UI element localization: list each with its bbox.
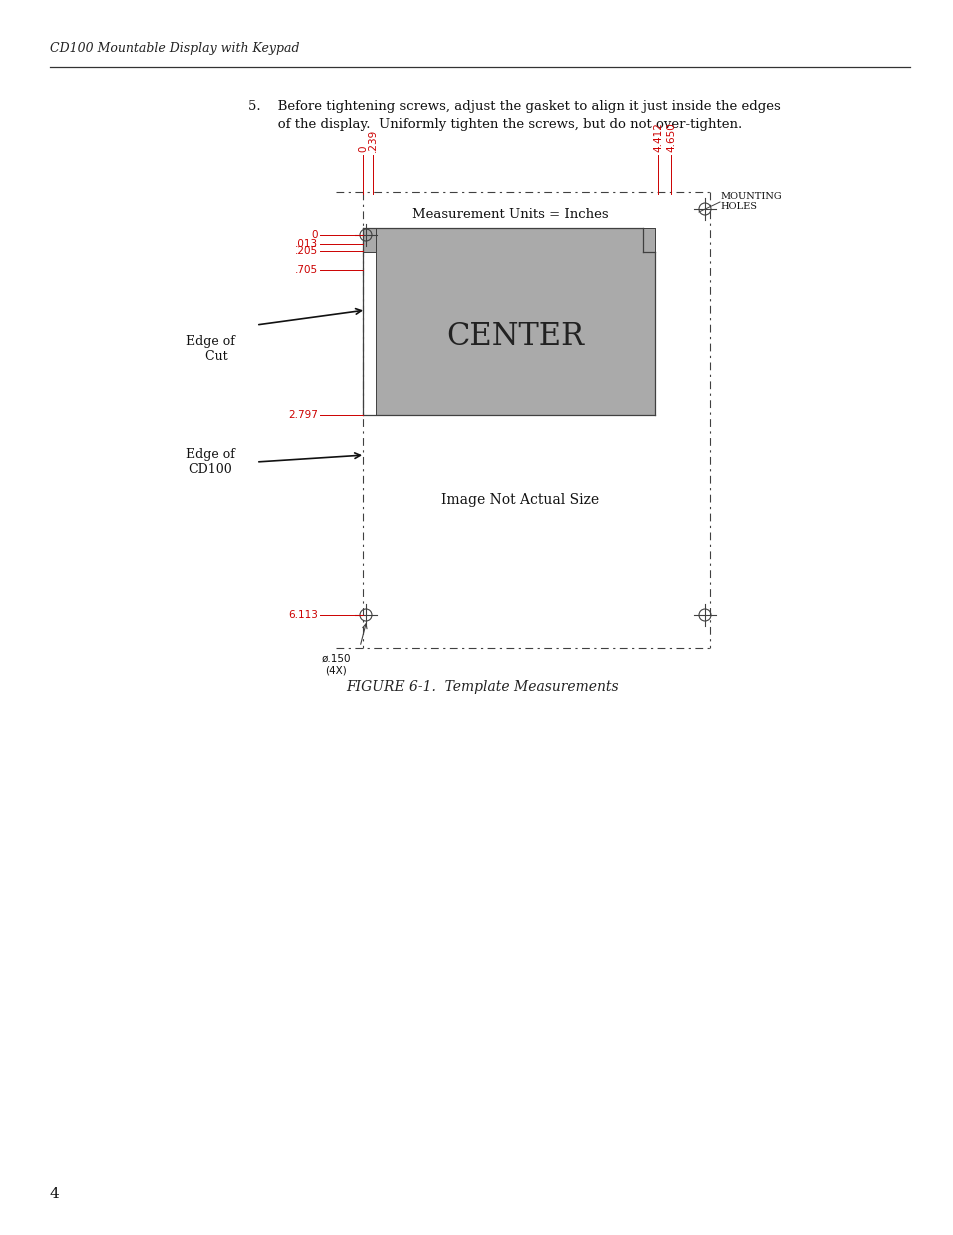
Text: .239: .239 — [368, 128, 377, 152]
Text: .705: .705 — [294, 266, 317, 275]
Bar — [375, 228, 655, 415]
Text: CENTER: CENTER — [446, 321, 584, 352]
Text: Edge of
CD100: Edge of CD100 — [186, 448, 234, 475]
Text: FIGURE 6-1.  Template Measurements: FIGURE 6-1. Template Measurements — [346, 680, 618, 694]
Text: .013: .013 — [294, 240, 317, 249]
Text: CD100 Mountable Display with Keypad: CD100 Mountable Display with Keypad — [50, 42, 299, 56]
Text: 5.    Before tightening screws, adjust the gasket to align it just inside the ed: 5. Before tightening screws, adjust the … — [248, 100, 780, 112]
Text: 4.412: 4.412 — [652, 122, 662, 152]
Text: 6.113: 6.113 — [288, 610, 317, 620]
Text: 0: 0 — [312, 230, 317, 240]
Text: 2.797: 2.797 — [288, 410, 317, 420]
Text: .205: .205 — [294, 246, 317, 256]
Text: Measurement Units = Inches: Measurement Units = Inches — [412, 209, 608, 221]
Bar — [642, 228, 655, 252]
Text: Edge of
   Cut: Edge of Cut — [186, 335, 234, 363]
Text: ø.150
(4X): ø.150 (4X) — [321, 655, 351, 676]
Text: MOUNTING
HOLES: MOUNTING HOLES — [720, 191, 781, 211]
Text: Image Not Actual Size: Image Not Actual Size — [440, 493, 598, 508]
Text: 4: 4 — [50, 1187, 60, 1200]
Bar — [363, 228, 375, 252]
Text: 0: 0 — [357, 146, 368, 152]
Text: 4.650: 4.650 — [665, 122, 676, 152]
Text: of the display.  Uniformly tighten the screws, but do not over-tighten.: of the display. Uniformly tighten the sc… — [248, 119, 741, 131]
